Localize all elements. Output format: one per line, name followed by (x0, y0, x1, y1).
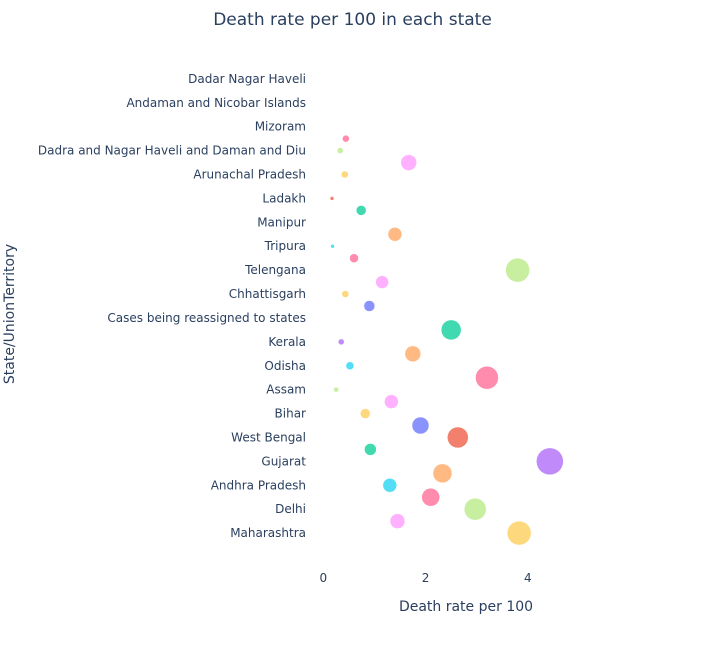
y-tick-label: Maharashtra (230, 526, 306, 540)
data-point[interactable] (336, 147, 344, 154)
data-point[interactable] (387, 227, 403, 242)
y-tick-label: Cases being reassigned to states (107, 311, 306, 325)
data-point[interactable] (363, 300, 376, 312)
y-tick-label: Andaman and Nicobar Islands (126, 96, 306, 110)
data-point[interactable] (329, 196, 335, 201)
y-tick-label: Chhattisgarh (229, 287, 306, 301)
x-tick-label: 0 (320, 571, 328, 585)
data-point[interactable] (506, 520, 532, 546)
y-tick-label: Gujarat (261, 454, 306, 468)
data-point[interactable] (355, 205, 367, 216)
y-tick-label: Telengana (244, 263, 306, 277)
y-tick-label: Kerala (268, 335, 306, 349)
data-point[interactable] (349, 253, 359, 263)
data-point[interactable] (342, 134, 350, 143)
y-tick-label: Arunachal Pradesh (193, 168, 306, 182)
data-point[interactable] (337, 338, 345, 346)
data-point[interactable] (384, 394, 399, 409)
data-point[interactable] (375, 275, 389, 289)
y-axis-title: State/UnionTerritory (2, 244, 18, 384)
data-point[interactable] (341, 170, 349, 179)
chart-title: Death rate per 100 in each state (213, 10, 492, 30)
data-point[interactable] (421, 487, 440, 507)
data-point[interactable] (432, 463, 453, 484)
x-tick-label: 4 (524, 571, 532, 585)
y-tick-label: Manipur (257, 215, 306, 229)
data-point[interactable] (345, 361, 355, 371)
data-point[interactable] (400, 154, 417, 171)
data-point[interactable] (475, 365, 499, 390)
data-point[interactable] (440, 319, 462, 341)
y-tick-label: Odisha (264, 359, 306, 373)
y-tick-label: Andhra Pradesh (211, 478, 306, 492)
data-point[interactable] (463, 497, 487, 521)
x-tick-label: 2 (422, 571, 430, 585)
data-point[interactable] (382, 478, 398, 493)
data-point[interactable] (536, 447, 564, 476)
data-point[interactable] (411, 416, 430, 435)
y-tick-label: West Bengal (231, 430, 306, 444)
data-point[interactable] (447, 426, 469, 449)
data-points (329, 134, 564, 546)
y-tick-label: Delhi (275, 502, 306, 516)
data-point[interactable] (360, 408, 371, 419)
y-tick-label: Assam (266, 383, 306, 397)
x-axis-title: Death rate per 100 (399, 599, 533, 615)
data-point[interactable] (333, 386, 339, 393)
y-tick-label: Dadra and Nagar Haveli and Daman and Diu (38, 144, 306, 158)
y-tick-label: Dadar Nagar Haveli (188, 72, 306, 86)
data-point[interactable] (364, 443, 377, 456)
y-tick-label: Mizoram (255, 120, 306, 134)
data-point[interactable] (341, 290, 350, 298)
y-tick-label: Ladakh (262, 191, 306, 205)
data-point[interactable] (389, 513, 406, 529)
data-point[interactable] (505, 257, 530, 283)
y-tick-label: Tripura (264, 239, 306, 253)
x-tick-labels: 0 2 4 (320, 571, 532, 585)
data-point[interactable] (404, 345, 422, 363)
y-tick-labels: Maharashtra Delhi Andhra Pradesh Gujarat Wes… (38, 72, 306, 540)
y-tick-label: Bihar (275, 407, 307, 421)
data-point[interactable] (330, 243, 335, 249)
